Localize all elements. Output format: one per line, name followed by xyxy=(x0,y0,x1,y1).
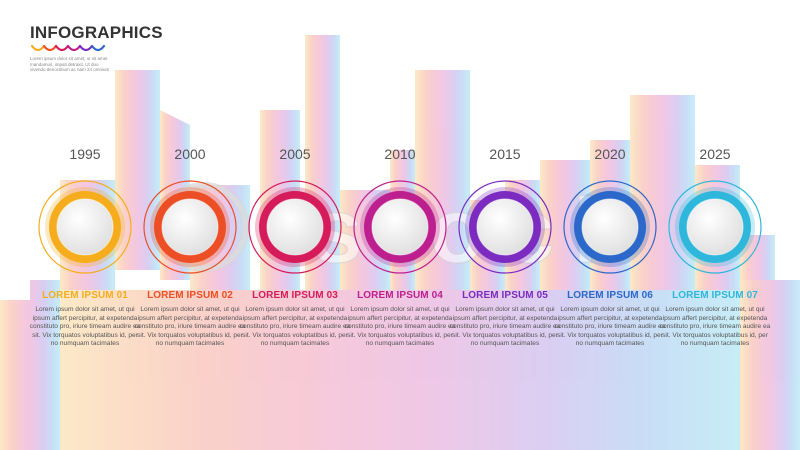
step-description: Lorem ipsum dolor sit amet, ut qui ipsum… xyxy=(659,306,771,348)
infographics-header: INFOGRAPHICS Lorem ipsum dolor sit amet,… xyxy=(30,24,170,73)
header-description: Lorem ipsum dolor sit amet, ut sit amet … xyxy=(30,56,110,72)
timeline-year: 2015 xyxy=(489,146,521,162)
timeline-node xyxy=(455,177,555,277)
timeline-node xyxy=(560,177,660,277)
wave-icon xyxy=(30,44,106,52)
step-description: Lorem ipsum dolor sit amet, ut qui ipsum… xyxy=(449,306,561,348)
step-title: LOREM IPSUM 02 xyxy=(147,290,233,301)
timeline-year: 2025 xyxy=(699,146,731,162)
timeline-node xyxy=(350,177,450,277)
timeline-year: 2020 xyxy=(594,146,626,162)
step-title: LOREM IPSUM 01 xyxy=(42,290,128,301)
step-description: Lorem ipsum dolor sit amet, ut qui ipsum… xyxy=(554,306,666,348)
step-description: Lorem ipsum dolor sit amet, ut qui ipsum… xyxy=(29,306,141,348)
timeline-year: 2000 xyxy=(174,146,206,162)
step-title: LOREM IPSUM 04 xyxy=(357,290,443,301)
timeline-year: 1995 xyxy=(69,146,101,162)
timeline-node xyxy=(35,177,135,277)
page-title: INFOGRAPHICS xyxy=(30,23,163,42)
timeline-node xyxy=(665,177,765,277)
step-description: Lorem ipsum dolor sit amet, ut qui ipsum… xyxy=(344,306,456,348)
step-title: LOREM IPSUM 03 xyxy=(252,290,338,301)
step-title: LOREM IPSUM 06 xyxy=(567,290,653,301)
timeline-node xyxy=(245,177,345,277)
step-description: Lorem ipsum dolor sit amet, ut qui ipsum… xyxy=(239,306,351,348)
step-title: LOREM IPSUM 05 xyxy=(462,290,548,301)
step-description: Lorem ipsum dolor sit amet, ut qui ipsum… xyxy=(134,306,246,348)
step-title: LOREM IPSUM 07 xyxy=(672,290,758,301)
timeline-node xyxy=(140,177,240,277)
timeline-year: 2010 xyxy=(384,146,416,162)
timeline-year: 2005 xyxy=(279,146,311,162)
